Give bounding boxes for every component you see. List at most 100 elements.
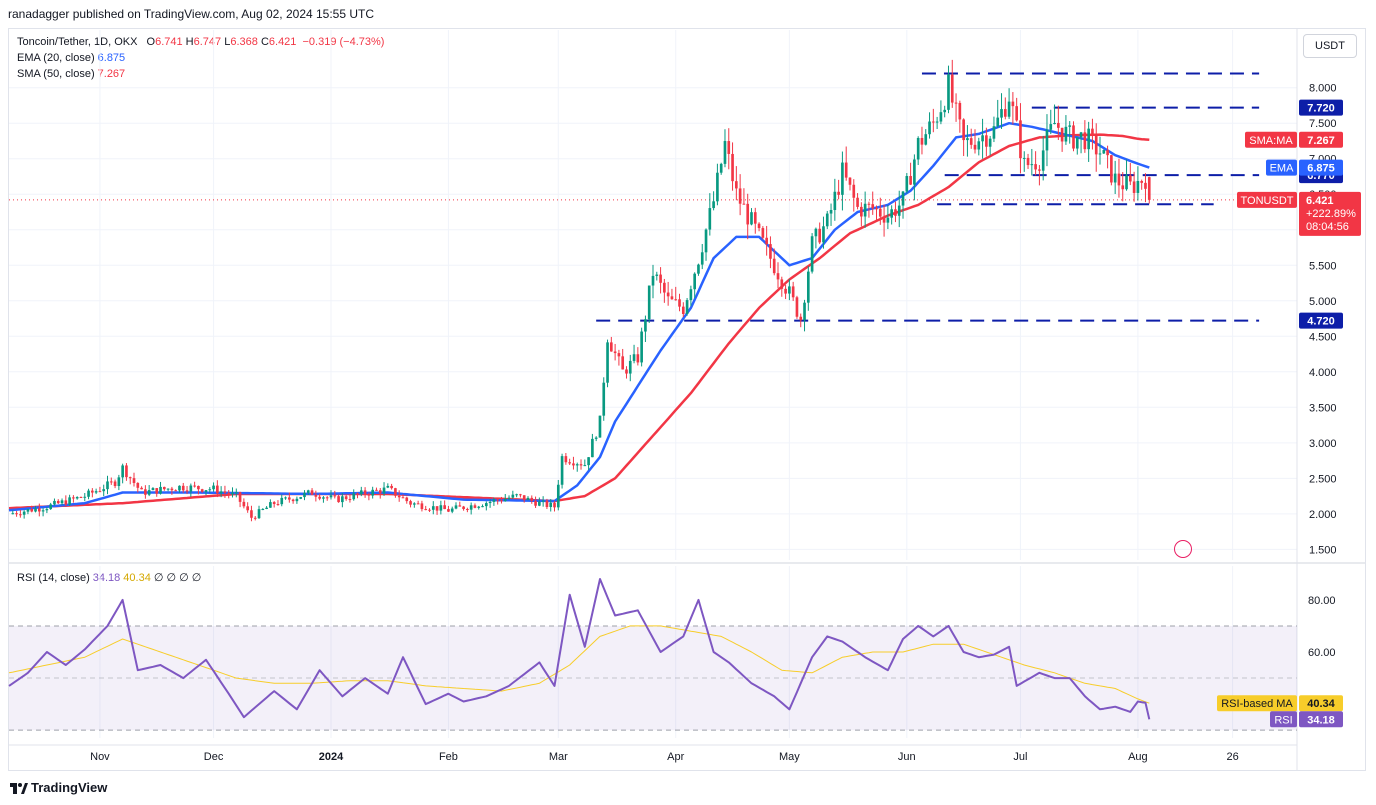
candle-body (439, 505, 443, 511)
level-price-tag: 4.720 (1307, 316, 1335, 328)
ema-tag-label-box (1266, 159, 1297, 176)
chart-frame (8, 28, 1366, 771)
candle-body (572, 463, 575, 466)
time-axis-tick: Dec (204, 751, 224, 763)
candle-body (678, 299, 681, 307)
currency-button[interactable]: USDT (1303, 34, 1357, 58)
candle-body (386, 485, 390, 488)
high-value: 6.747 (193, 36, 222, 48)
candle-body (500, 500, 503, 502)
candle-body (1121, 185, 1125, 190)
symbol-label: Toncoin/Tether, 1D, OKX (17, 36, 138, 48)
rsi-label: RSI (14, close) (17, 572, 90, 584)
candle-body (545, 500, 549, 508)
candle-body (746, 203, 750, 225)
candle-body (799, 316, 803, 321)
candle-body (640, 331, 643, 363)
candle-body (291, 499, 295, 502)
candle-body (1064, 126, 1068, 142)
candle-body (253, 517, 257, 519)
candle-body (212, 485, 215, 490)
tradingview-logo[interactable]: TradingView (10, 780, 107, 795)
candle-body (473, 505, 477, 508)
candle-body (390, 485, 393, 489)
tradingview-logo-icon (10, 782, 28, 794)
candle-body (488, 501, 492, 504)
candle-body (242, 501, 246, 507)
candle-body (280, 497, 284, 505)
last-price-value: 6.421 (1306, 195, 1334, 207)
candle-body (1026, 157, 1030, 166)
candle-body (772, 258, 776, 274)
rsi-line (8, 578, 1151, 720)
candle-body (1147, 177, 1151, 200)
candle-body (204, 490, 208, 492)
rsi-tag-label: RSI (1274, 714, 1292, 726)
candle-body (905, 176, 909, 192)
candle-body (636, 354, 640, 363)
candle-body (795, 297, 799, 317)
candle-body (814, 228, 818, 237)
candle-body (1094, 134, 1098, 155)
candle-body (314, 494, 318, 497)
candle-body (829, 210, 833, 214)
candle-body (663, 282, 666, 293)
candle-body (140, 487, 143, 490)
candle-body (178, 485, 181, 491)
candle-body (878, 208, 882, 217)
candle-body (246, 506, 249, 511)
candle-body (1041, 150, 1045, 171)
candle-body (1075, 137, 1079, 149)
price-axis-tick: 5.000 (1309, 296, 1337, 308)
candle-body (159, 486, 162, 494)
candle-body (1068, 125, 1072, 127)
candle-body (325, 497, 329, 499)
candle-body (761, 228, 765, 238)
candle-body (1045, 129, 1049, 151)
candle-body (19, 514, 22, 516)
last-price-change: +222.89% (1306, 208, 1356, 220)
flash-icon[interactable] (1174, 540, 1192, 558)
candle-body (958, 102, 962, 120)
candle-body (359, 490, 363, 495)
candle-body (272, 502, 276, 505)
sma-tag-label-box (1245, 131, 1297, 148)
candle-body (697, 264, 700, 274)
candle-body (579, 464, 583, 466)
candle-body (1049, 124, 1053, 130)
candle-body (223, 491, 227, 493)
candle-body (45, 509, 49, 511)
candle-body (352, 493, 356, 500)
candle-body (265, 507, 268, 509)
candle-body (670, 296, 674, 300)
candle-body (837, 191, 840, 195)
candle-body (151, 488, 155, 491)
sma-legend[interactable]: SMA (50, close) 7.267 (17, 67, 125, 82)
candle-body (985, 135, 988, 147)
candle-body (894, 209, 897, 216)
ema-legend[interactable]: EMA (20, close) 6.875 (17, 51, 125, 66)
time-axis-tick: May (779, 751, 800, 763)
candle-body (1007, 101, 1011, 117)
candle-body (519, 494, 522, 496)
candle-body (538, 501, 541, 506)
candle-body (382, 487, 386, 494)
time-axis-tick: 26 (1226, 751, 1238, 763)
candle-body (189, 485, 193, 492)
open-value: 6.741 (155, 36, 183, 48)
candle-body (765, 237, 768, 245)
candle-body (162, 486, 166, 490)
candle-body (132, 478, 136, 483)
candle-body (575, 464, 579, 466)
candle-body (401, 497, 405, 499)
rsi-axis-tick: 60.00 (1308, 647, 1336, 659)
candle-body (674, 299, 678, 301)
candle-body (913, 159, 916, 185)
candle-body (477, 506, 481, 508)
candle-body (492, 499, 496, 502)
candle-body (1110, 155, 1113, 183)
candle-body (625, 369, 628, 374)
candle-body (94, 491, 98, 493)
publish-info: ranadagger published on TradingView.com,… (8, 7, 375, 21)
